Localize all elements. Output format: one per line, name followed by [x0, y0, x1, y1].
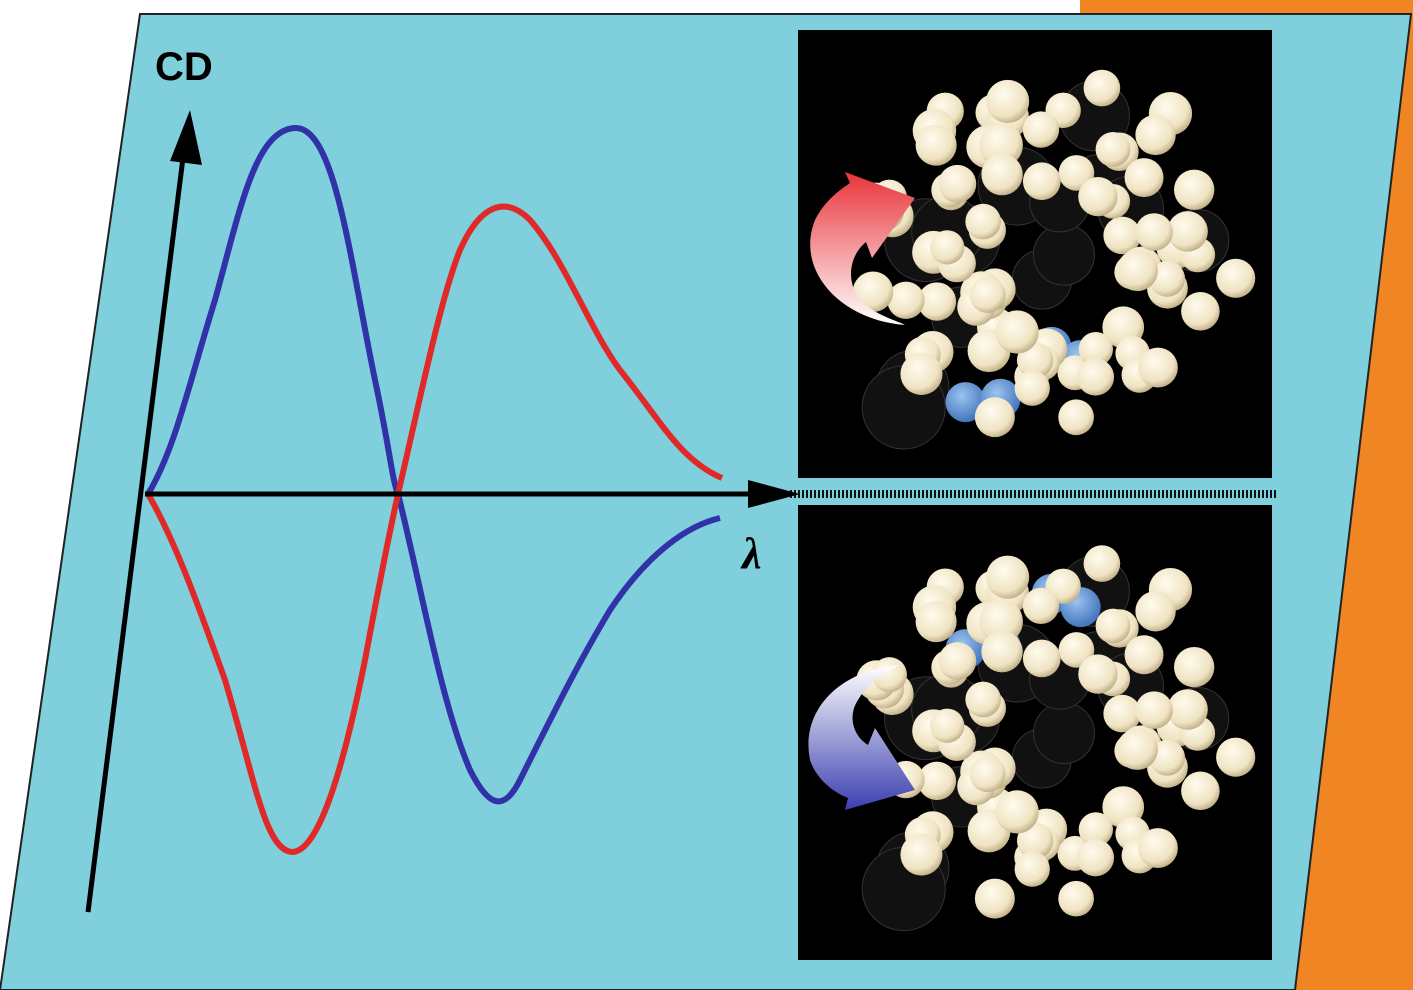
hydrogen-atom [1014, 851, 1050, 887]
hydrogen-atom [1135, 691, 1173, 729]
carbon-atom [1032, 223, 1095, 286]
rotation-arrow-red [810, 172, 915, 325]
carbon-atom [1032, 702, 1095, 765]
hydrogen-atom [900, 833, 943, 876]
hydrogen-atom [917, 282, 957, 321]
hydrogen-atom [915, 601, 957, 643]
hydrogen-atom [1124, 635, 1164, 675]
hydrogen-atom [1181, 771, 1220, 811]
hydrogen-atom [1137, 347, 1178, 388]
hydrogen-atom [1216, 258, 1256, 298]
hydrogen-atom [1058, 399, 1094, 436]
hydrogen-atom [1095, 132, 1131, 167]
hydrogen-atom [1076, 358, 1115, 396]
hydrogen-atom [1083, 69, 1121, 107]
hydrogen-atom [1078, 176, 1118, 217]
hydrogen-atom [1078, 812, 1113, 847]
hydrogen-atom [969, 276, 1006, 313]
rotation-arrow-blue [808, 665, 915, 810]
hydrogen-atom [974, 878, 1015, 919]
hydrogen-atom [1103, 216, 1141, 255]
hydrogen-atom [900, 352, 943, 395]
hydrogen-atom [1076, 839, 1115, 877]
x-axis-arrow [748, 480, 800, 508]
hydrogen-atom [974, 397, 1015, 438]
hydrogen-atom [1173, 646, 1215, 688]
hydrogen-atom [995, 310, 1039, 354]
hydrogen-atom [981, 153, 1023, 196]
hydrogen-atom [986, 555, 1030, 599]
hydrogen-atom [1173, 169, 1215, 210]
hydrogen-atom [938, 642, 977, 680]
hydrogen-atom [1014, 370, 1050, 406]
hydrogen-atom [1078, 654, 1118, 694]
hydrogen-atom [871, 657, 907, 693]
hydrogen-atom [979, 123, 1023, 167]
hydrogen-atom [1116, 249, 1158, 292]
hydrogen-atom [915, 124, 957, 166]
hydrogen-atom [917, 761, 957, 801]
hydrogen-atom [1022, 587, 1060, 624]
hydrogen-atom [1135, 213, 1173, 251]
orange-band [1080, 0, 1413, 990]
curve-red [145, 203, 724, 855]
hydrogen-atom [1022, 639, 1061, 678]
molecule-images [798, 30, 1272, 960]
hydrogen-atom [979, 599, 1023, 644]
hydrogen-atom [1078, 331, 1113, 367]
hydrogen-atom [1124, 158, 1164, 198]
hydrogen-atom [1167, 689, 1208, 730]
hydrogen-atom [1022, 111, 1060, 148]
hydrogen-atom [1058, 632, 1095, 668]
hydrogen-atom [1135, 114, 1176, 156]
hydrogen-atom [1116, 728, 1158, 770]
hydrogen-atom [930, 230, 965, 265]
hydrogen-atom [1137, 828, 1178, 869]
hydrogen-atom [986, 79, 1030, 124]
hydrogen-atom [887, 281, 925, 319]
y-axis [85, 149, 187, 913]
curve-blue [145, 124, 721, 805]
hydrogen-atom [1095, 608, 1131, 644]
y-axis-arrow [170, 110, 202, 165]
hydrogen-atom [995, 790, 1039, 834]
hydrogen-atom [1181, 292, 1220, 331]
hydrogen-atom [965, 681, 1002, 718]
hydrogen-atom [852, 271, 894, 313]
x-axis-label: λ [740, 529, 762, 578]
hydrogen-atom [981, 630, 1023, 673]
hydrogen-atom [1149, 739, 1186, 776]
hydrogen-atom [1167, 211, 1208, 252]
hydrogen-atom [1149, 260, 1186, 297]
hydrogen-atom [930, 708, 965, 743]
hydrogen-atom [938, 164, 977, 203]
y-axis-label: CD [155, 45, 213, 89]
hydrogen-atom [1216, 737, 1256, 777]
hydrogen-atom [1058, 880, 1094, 917]
hydrogen-atom [1135, 591, 1176, 632]
hydrogen-atom [1022, 162, 1061, 201]
hydrogen-atom [969, 756, 1006, 793]
hydrogen-atom [1083, 545, 1121, 582]
hydrogen-atom [965, 203, 1002, 240]
hydrogen-atom [1103, 694, 1141, 733]
